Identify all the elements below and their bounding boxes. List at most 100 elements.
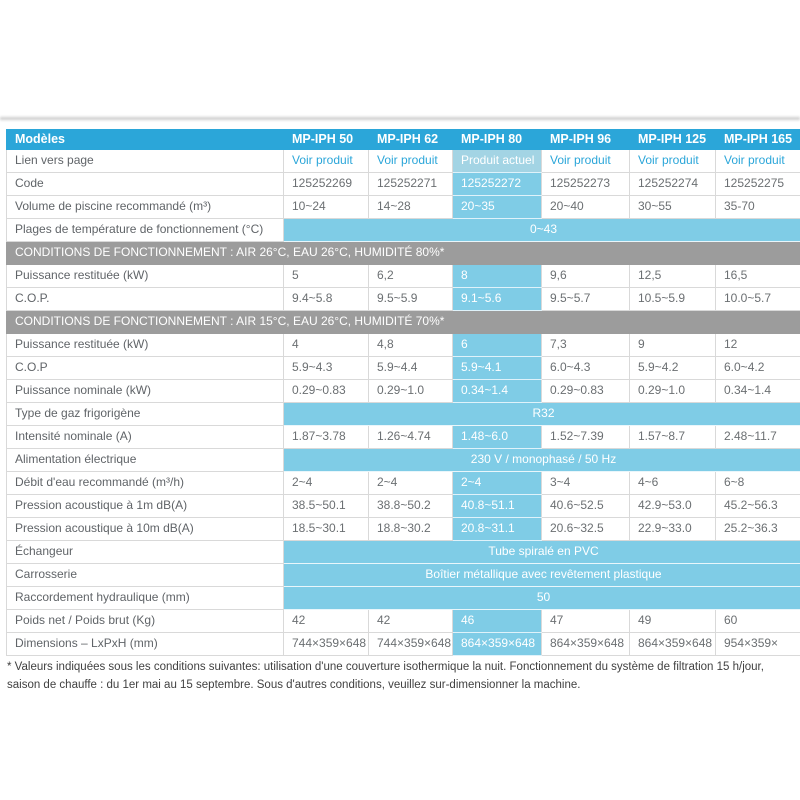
column-header-mp-iph-80: MP-IPH 80 xyxy=(452,129,542,150)
spec-value: 3~4 xyxy=(541,471,630,495)
table-row: Échangeur Tube spiralé en PVC xyxy=(6,540,800,564)
specs-table: Modèles MP-IPH 50 MP-IPH 62 MP-IPH 80 MP-IPH… xyxy=(6,129,800,656)
spec-value: 125252274 xyxy=(629,172,716,196)
spec-value: 60 xyxy=(715,609,800,633)
row-label: Lien vers page xyxy=(6,149,284,173)
spec-value-highlight: 20~35 xyxy=(452,195,542,219)
table-row: Alimentation électrique 230 V / monophasé… xyxy=(6,448,800,472)
table-row: Carrosserie Boîtier métallique avec revêt… xyxy=(6,563,800,587)
table-row: C.O.P 5.9~4.3 5.9~4.4 5.9~4.1 6.0~4.3 5.9~4.2… xyxy=(6,356,800,380)
spec-value: 744×359×648 xyxy=(283,632,369,656)
spec-value: 125252269 xyxy=(283,172,369,196)
table-row: Lien vers page Voir produit Voir produit Pr… xyxy=(6,149,800,173)
spec-value: 25.2~36.3 xyxy=(715,517,800,541)
column-header-mp-iph-62: MP-IPH 62 xyxy=(368,129,453,150)
product-link[interactable]: Voir produit xyxy=(629,149,716,173)
row-label: Échangeur xyxy=(6,540,284,564)
spec-table-container: Modèles MP-IPH 50 MP-IPH 62 MP-IPH 80 MP-IPH… xyxy=(6,129,800,656)
table-row: Plages de température de fonctionnement … xyxy=(6,218,800,242)
section-header-label: CONDITIONS DE FONCTIONNEMENT : AIR 15°C,… xyxy=(6,310,800,334)
row-label: Volume de piscine recommandé (m³) xyxy=(6,195,284,219)
specs-table-head: Modèles MP-IPH 50 MP-IPH 62 MP-IPH 80 MP-IPH… xyxy=(6,129,800,150)
row-label: Intensité nominale (A) xyxy=(6,425,284,449)
merged-value: 0~43 xyxy=(283,218,800,242)
spec-value: 9.5~5.7 xyxy=(541,287,630,311)
spec-value: 6.0~4.2 xyxy=(715,356,800,380)
section-header-label: CONDITIONS DE FONCTIONNEMENT : AIR 26°C,… xyxy=(6,241,800,265)
spec-value: 18.8~30.2 xyxy=(368,517,453,541)
spec-value: 20~40 xyxy=(541,195,630,219)
spec-value: 2~4 xyxy=(283,471,369,495)
spec-value: 47 xyxy=(541,609,630,633)
spec-value: 125252271 xyxy=(368,172,453,196)
spec-value: 42 xyxy=(283,609,369,633)
row-label: Raccordement hydraulique (mm) xyxy=(6,586,284,610)
spec-value: 864×359×648 xyxy=(629,632,716,656)
corner-header-modeles: Modèles xyxy=(6,129,284,150)
spec-value: 864×359×648 xyxy=(541,632,630,656)
table-row: Poids net / Poids brut (Kg) 42 42 46 47 49 60 xyxy=(6,609,800,633)
spec-value: 18.5~30.1 xyxy=(283,517,369,541)
spec-value: 125252275 xyxy=(715,172,800,196)
product-link[interactable]: Voir produit xyxy=(283,149,369,173)
spec-value: 6~8 xyxy=(715,471,800,495)
spec-value: 30~55 xyxy=(629,195,716,219)
spec-value-highlight: 2~4 xyxy=(452,471,542,495)
table-row: Raccordement hydraulique (mm) 50 xyxy=(6,586,800,610)
spec-value: 12 xyxy=(715,333,800,357)
specs-table-body: Lien vers page Voir produit Voir produit Pr… xyxy=(6,149,800,656)
spec-value: 0.29~1.0 xyxy=(629,379,716,403)
row-label: Carrosserie xyxy=(6,563,284,587)
product-link[interactable]: Voir produit xyxy=(715,149,800,173)
product-link[interactable]: Voir produit xyxy=(368,149,453,173)
spec-value-highlight: 1.48~6.0 xyxy=(452,425,542,449)
spec-value-highlight: 8 xyxy=(452,264,542,288)
spec-value-highlight: 125252272 xyxy=(452,172,542,196)
table-row: Puissance restituée (kW) 5 6,2 8 9,6 12,5 16,5 xyxy=(6,264,800,288)
row-label: Dimensions – LxPxH (mm) xyxy=(6,632,284,656)
merged-value: 50 xyxy=(283,586,800,610)
spec-value: 0.34~1.4 xyxy=(715,379,800,403)
column-header-mp-iph-165: MP-IPH 165 xyxy=(715,129,800,150)
spec-value: 22.9~33.0 xyxy=(629,517,716,541)
spec-value-highlight: 0.34~1.4 xyxy=(452,379,542,403)
spec-value: 5 xyxy=(283,264,369,288)
spec-value-highlight: 9.1~5.6 xyxy=(452,287,542,311)
top-divider xyxy=(0,117,800,120)
spec-value: 45.2~56.3 xyxy=(715,494,800,518)
spec-value: 954×359× xyxy=(715,632,800,656)
spec-value: 5.9~4.2 xyxy=(629,356,716,380)
spec-value: 40.6~52.5 xyxy=(541,494,630,518)
spec-value: 9 xyxy=(629,333,716,357)
row-label: Alimentation électrique xyxy=(6,448,284,472)
merged-value: Tube spiralé en PVC xyxy=(283,540,800,564)
spec-value: 6,2 xyxy=(368,264,453,288)
product-link[interactable]: Voir produit xyxy=(541,149,630,173)
spec-value: 1.57~8.7 xyxy=(629,425,716,449)
table-row: Intensité nominale (A) 1.87~3.78 1.26~4.74… xyxy=(6,425,800,449)
table-row: Puissance restituée (kW) 4 4,8 6 7,3 9 12 xyxy=(6,333,800,357)
spec-value: 0.29~0.83 xyxy=(283,379,369,403)
row-label: Pression acoustique à 1m dB(A) xyxy=(6,494,284,518)
spec-value: 16,5 xyxy=(715,264,800,288)
current-product-cell: Produit actuel xyxy=(452,149,542,173)
spec-value: 49 xyxy=(629,609,716,633)
spec-value: 9.5~5.9 xyxy=(368,287,453,311)
spec-value-highlight: 864×359×648 xyxy=(452,632,542,656)
section-header-row: CONDITIONS DE FONCTIONNEMENT : AIR 26°C,… xyxy=(6,241,800,265)
spec-value: 5.9~4.4 xyxy=(368,356,453,380)
table-row: Code 125252269 125252271 125252272 125252273… xyxy=(6,172,800,196)
spec-value: 2~4 xyxy=(368,471,453,495)
spec-value: 0.29~1.0 xyxy=(368,379,453,403)
spec-value: 4 xyxy=(283,333,369,357)
spec-value: 35-70 xyxy=(715,195,800,219)
row-label: Puissance restituée (kW) xyxy=(6,264,284,288)
table-row: Pression acoustique à 1m dB(A) 38.5~50.1 3… xyxy=(6,494,800,518)
models-header-row: Modèles MP-IPH 50 MP-IPH 62 MP-IPH 80 MP-IPH… xyxy=(6,129,800,150)
spec-value: 0.29~0.83 xyxy=(541,379,630,403)
spec-value: 12,5 xyxy=(629,264,716,288)
column-header-mp-iph-125: MP-IPH 125 xyxy=(629,129,716,150)
spec-value: 1.52~7.39 xyxy=(541,425,630,449)
spec-value: 38.8~50.2 xyxy=(368,494,453,518)
